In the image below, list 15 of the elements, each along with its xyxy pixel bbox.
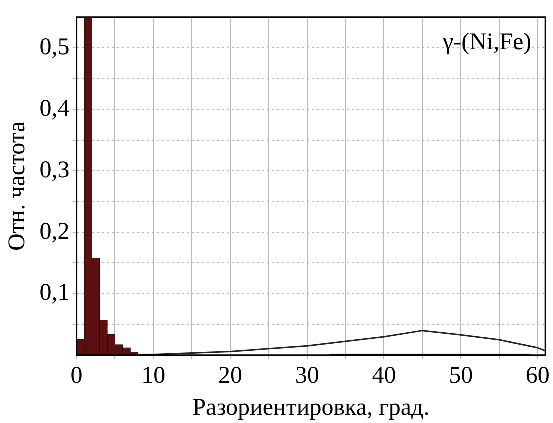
y-tick-label: 0,4 <box>40 96 70 122</box>
x-tick-label: 30 <box>295 363 320 390</box>
x-tick-label: 40 <box>372 363 396 390</box>
x-tick-label: 0 <box>70 363 83 390</box>
annotation: γ-(Ni,Fe) <box>442 30 532 56</box>
y-tick-label: 0,3 <box>40 157 70 184</box>
y-tick-label: 0,5 <box>40 34 70 60</box>
x-tick-label: 10 <box>142 363 166 390</box>
y-axis-title: Отн. частота <box>4 121 31 252</box>
y-tick-label: 0,1 <box>40 280 70 306</box>
x-axis-title: Разориентировка, град. <box>192 394 430 421</box>
x-tick-label: 60 <box>526 363 550 390</box>
y-tick-label: 0,2 <box>40 218 70 245</box>
x-tick-label: 50 <box>449 363 474 390</box>
x-tick-label: 20 <box>218 363 243 390</box>
